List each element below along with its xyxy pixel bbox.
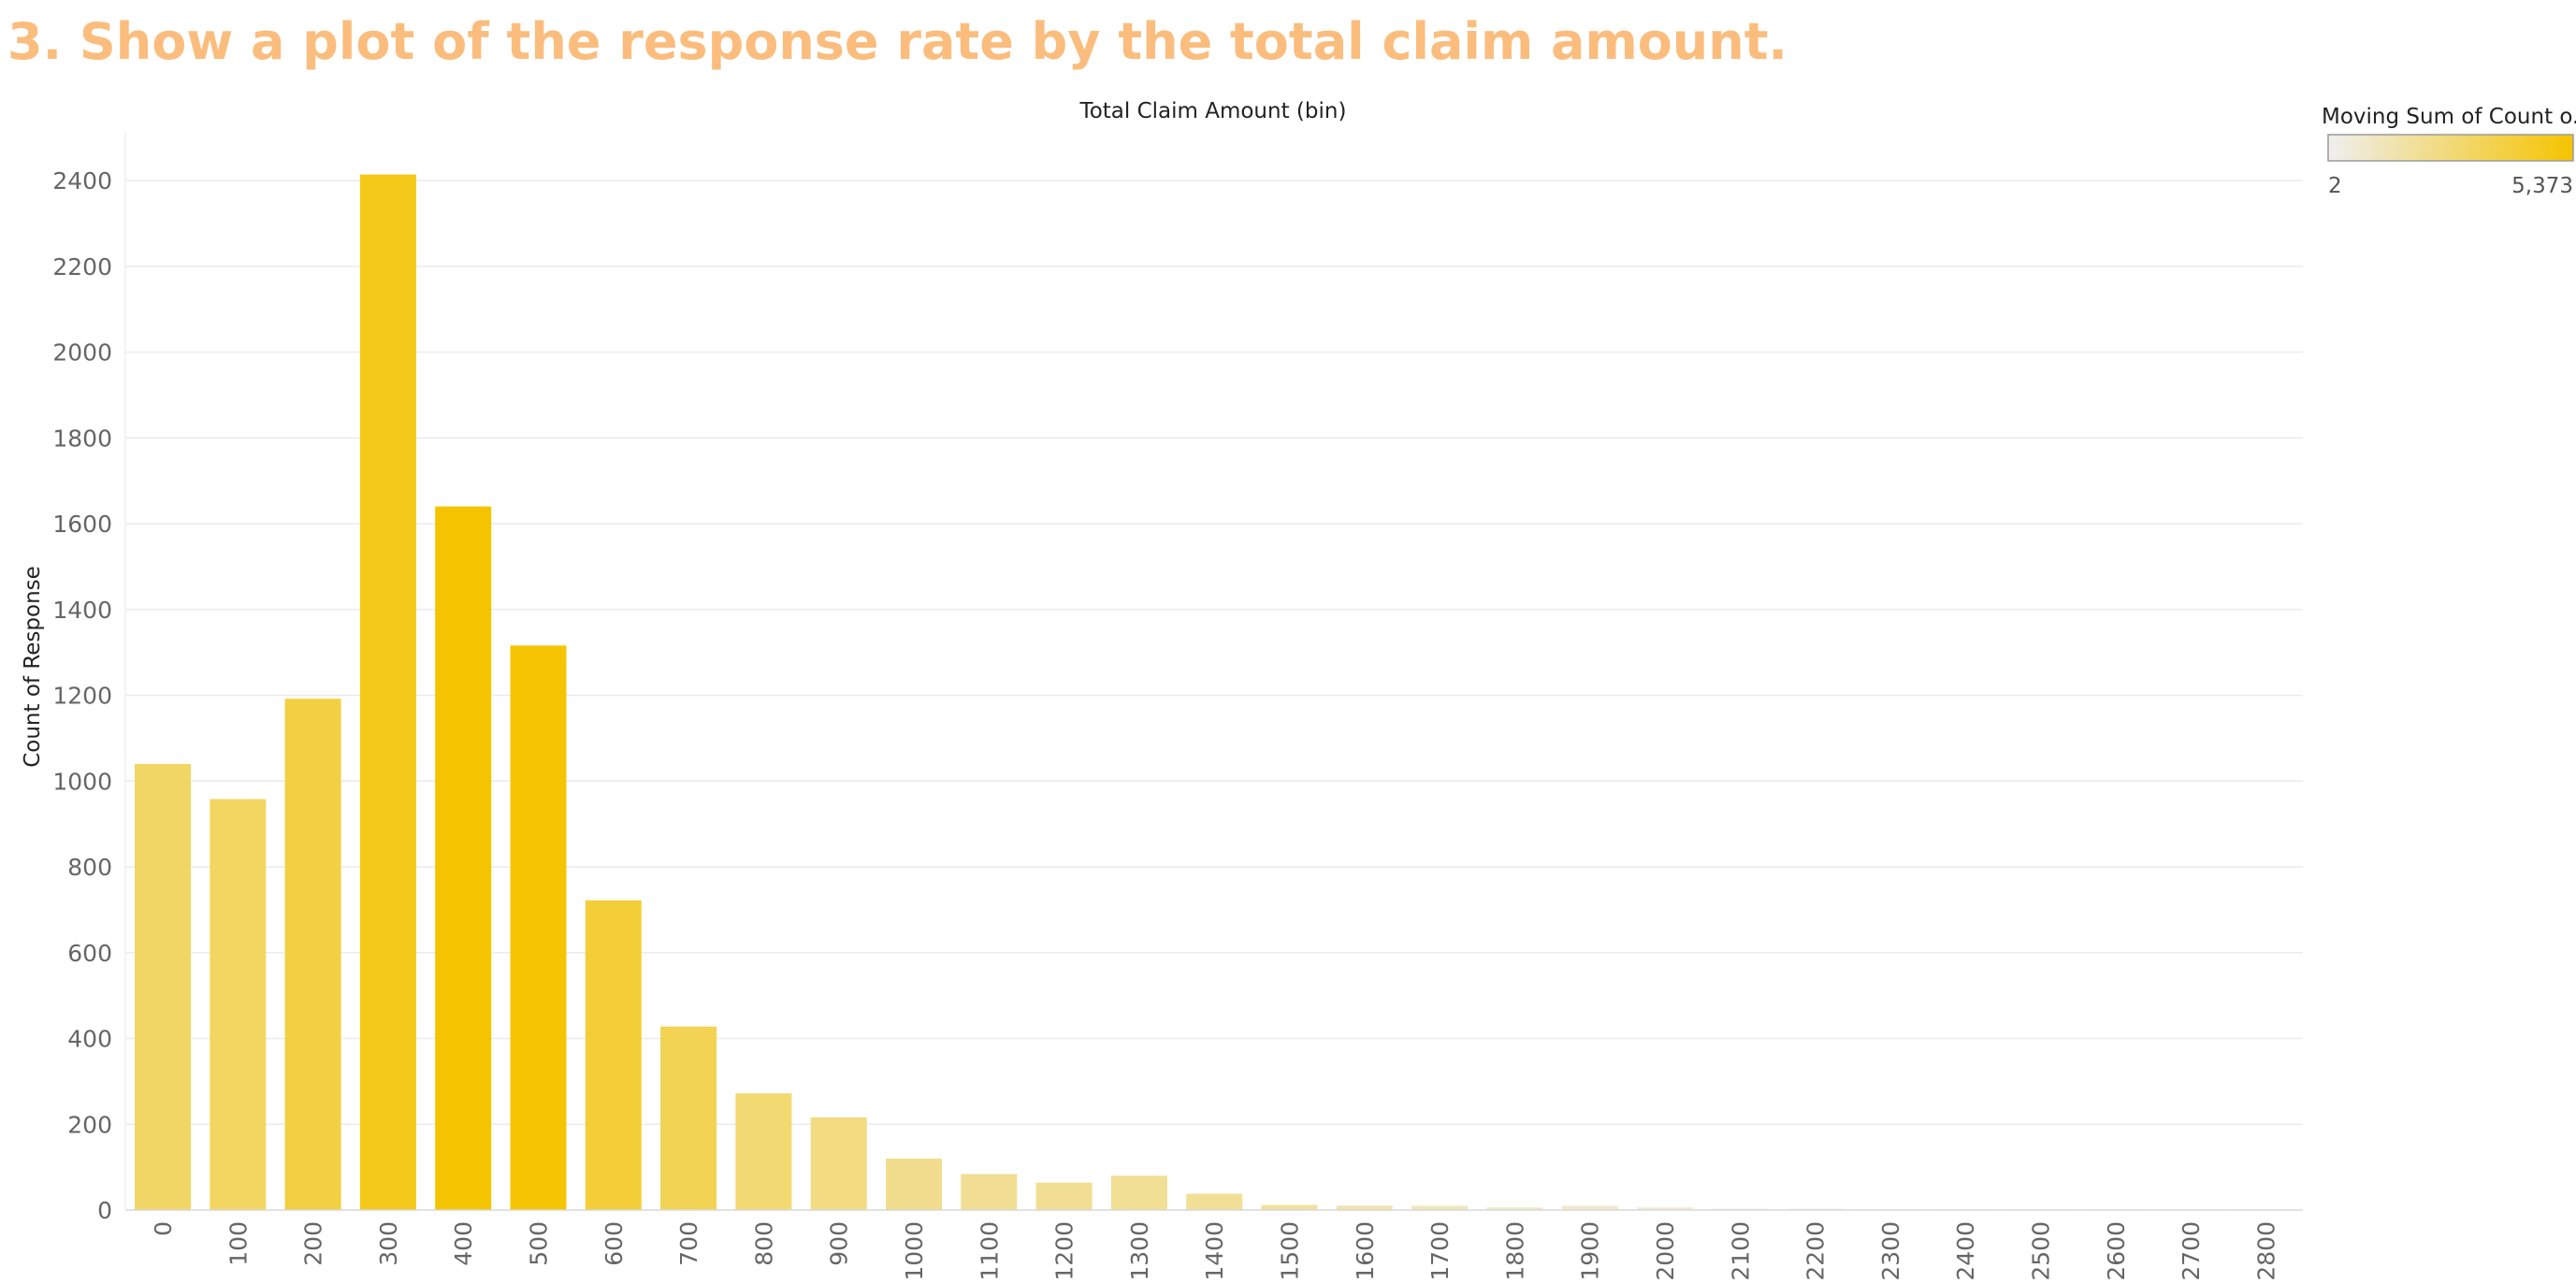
x-tick-label: 1900 xyxy=(1577,1221,1604,1281)
page-title: 3. Show a plot of the response rate by t… xyxy=(7,12,1788,71)
x-tick-label: 2700 xyxy=(2178,1221,2205,1281)
x-tick-label: 2000 xyxy=(1652,1221,1679,1281)
y-tick-label: 200 xyxy=(67,1111,112,1138)
x-tick-label: 1600 xyxy=(1352,1221,1379,1281)
y-tick-label: 2200 xyxy=(52,253,112,281)
x-tick-label: 200 xyxy=(300,1221,327,1266)
bar-1100[interactable] xyxy=(961,1174,1018,1211)
x-tick-label: 1400 xyxy=(1201,1221,1228,1281)
x-tick-label: 1200 xyxy=(1051,1221,1078,1281)
bars xyxy=(135,174,2294,1211)
x-tick-label: 2800 xyxy=(2252,1221,2279,1281)
bar-1300[interactable] xyxy=(1110,1175,1167,1210)
x-tick-label: 2600 xyxy=(2103,1221,2130,1281)
y-axis-title: Count of Response xyxy=(21,566,45,768)
bar-1200[interactable] xyxy=(1035,1182,1093,1210)
x-tick-label: 2500 xyxy=(2028,1221,2055,1281)
x-tick-label: 1300 xyxy=(1126,1221,1153,1281)
y-tick-label: 400 xyxy=(67,1026,112,1053)
x-tick-label: 1000 xyxy=(901,1221,928,1281)
y-tick-label: 600 xyxy=(67,940,112,967)
bar-900[interactable] xyxy=(810,1117,867,1210)
y-tick-label: 1400 xyxy=(52,597,112,624)
x-tick-label: 800 xyxy=(750,1221,777,1266)
x-tick-label: 2200 xyxy=(1802,1221,1830,1281)
y-tick-label: 1600 xyxy=(52,511,112,538)
y-tick-label: 2400 xyxy=(52,167,112,195)
bar-300[interactable] xyxy=(359,174,416,1211)
y-tick-label: 800 xyxy=(67,854,112,881)
x-tick-label: 300 xyxy=(375,1221,402,1266)
y-tick-label: 1000 xyxy=(52,768,112,795)
x-axis-ticks: 0 100 200 300 400 500 600 700 800 900 1000 1100 1200… xyxy=(150,1221,2279,1281)
bar-600[interactable] xyxy=(585,900,642,1210)
bar-200[interactable] xyxy=(284,699,341,1210)
x-tick-label: 1800 xyxy=(1501,1221,1528,1281)
y-tick-label: 1800 xyxy=(52,425,112,452)
bar-700[interactable] xyxy=(660,1026,717,1210)
y-axis-ticks: 0 200 400 600 800 1000 1200 1400 1600 1800 2000 220… xyxy=(52,167,112,1224)
x-tick-label: 1700 xyxy=(1426,1221,1454,1281)
bar-1000[interactable] xyxy=(886,1159,942,1210)
x-tick-label: 1100 xyxy=(976,1221,1003,1281)
bar-1500[interactable] xyxy=(1261,1204,1318,1211)
bar-500[interactable] xyxy=(510,645,567,1210)
x-tick-label: 400 xyxy=(450,1221,477,1266)
x-tick-label: 900 xyxy=(826,1221,853,1266)
bar-1800[interactable] xyxy=(1486,1207,1543,1210)
x-tick-label: 2100 xyxy=(1727,1221,1754,1281)
y-tick-label: 2000 xyxy=(52,339,112,367)
y-tick-label: 1200 xyxy=(52,683,112,710)
bar-1700[interactable] xyxy=(1411,1205,1469,1210)
y-tick-label: 0 xyxy=(97,1197,112,1224)
bar-1900[interactable] xyxy=(1561,1205,1618,1210)
bar-1600[interactable] xyxy=(1336,1205,1393,1210)
x-tick-label: 0 xyxy=(150,1221,177,1236)
color-legend: Moving Sum of Count o.. 2 5,373 xyxy=(2322,105,2576,198)
bar-1400[interactable] xyxy=(1186,1193,1243,1210)
x-tick-label: 500 xyxy=(526,1221,553,1266)
bar-800[interactable] xyxy=(735,1093,792,1210)
x-tick-label: 700 xyxy=(675,1221,702,1266)
bar-100[interactable] xyxy=(210,799,267,1211)
legend-min-label: 2 xyxy=(2328,174,2342,198)
bar-2000[interactable] xyxy=(1637,1207,1693,1210)
x-tick-label: 600 xyxy=(601,1221,628,1266)
x-axis-title: Total Claim Amount (bin) xyxy=(1079,99,1347,123)
legend-gradient-bar xyxy=(2327,134,2574,162)
x-tick-label: 100 xyxy=(224,1221,252,1266)
x-tick-label: 2400 xyxy=(1952,1221,1979,1281)
bar-400[interactable] xyxy=(435,506,492,1210)
x-tick-label: 2300 xyxy=(1877,1221,1904,1281)
legend-max-label: 5,373 xyxy=(2511,174,2573,198)
x-tick-label: 1500 xyxy=(1277,1221,1304,1281)
bar-0[interactable] xyxy=(135,763,191,1210)
legend-title: Moving Sum of Count o.. xyxy=(2322,105,2576,129)
